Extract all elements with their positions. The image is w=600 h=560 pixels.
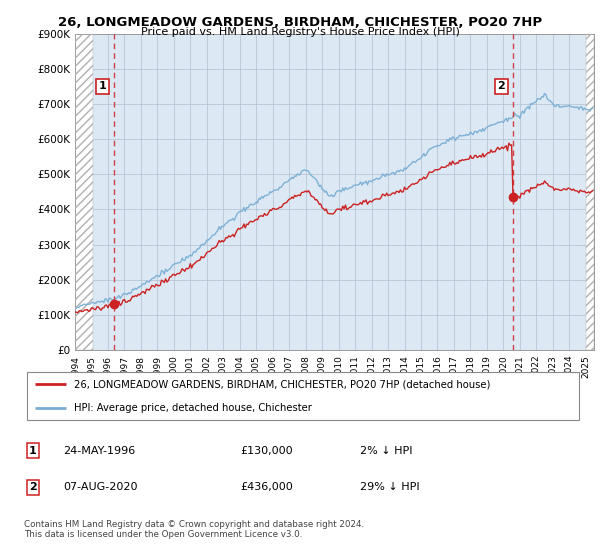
Text: Price paid vs. HM Land Registry's House Price Index (HPI): Price paid vs. HM Land Registry's House … <box>140 27 460 37</box>
Text: HPI: Average price, detached house, Chichester: HPI: Average price, detached house, Chic… <box>74 403 312 413</box>
Text: 26, LONGMEADOW GARDENS, BIRDHAM, CHICHESTER, PO20 7HP: 26, LONGMEADOW GARDENS, BIRDHAM, CHICHES… <box>58 16 542 29</box>
Text: 2% ↓ HPI: 2% ↓ HPI <box>360 446 413 456</box>
Text: 1: 1 <box>99 81 107 91</box>
Text: Contains HM Land Registry data © Crown copyright and database right 2024.
This d: Contains HM Land Registry data © Crown c… <box>24 520 364 539</box>
Text: £130,000: £130,000 <box>240 446 293 456</box>
Text: 2: 2 <box>497 81 505 91</box>
Text: 1: 1 <box>29 446 37 456</box>
Text: £436,000: £436,000 <box>240 482 293 492</box>
Text: 07-AUG-2020: 07-AUG-2020 <box>63 482 137 492</box>
Text: 26, LONGMEADOW GARDENS, BIRDHAM, CHICHESTER, PO20 7HP (detached house): 26, LONGMEADOW GARDENS, BIRDHAM, CHICHES… <box>74 380 491 390</box>
Text: 29% ↓ HPI: 29% ↓ HPI <box>360 482 419 492</box>
Text: 2: 2 <box>29 482 37 492</box>
Text: 24-MAY-1996: 24-MAY-1996 <box>63 446 135 456</box>
FancyBboxPatch shape <box>27 372 579 420</box>
